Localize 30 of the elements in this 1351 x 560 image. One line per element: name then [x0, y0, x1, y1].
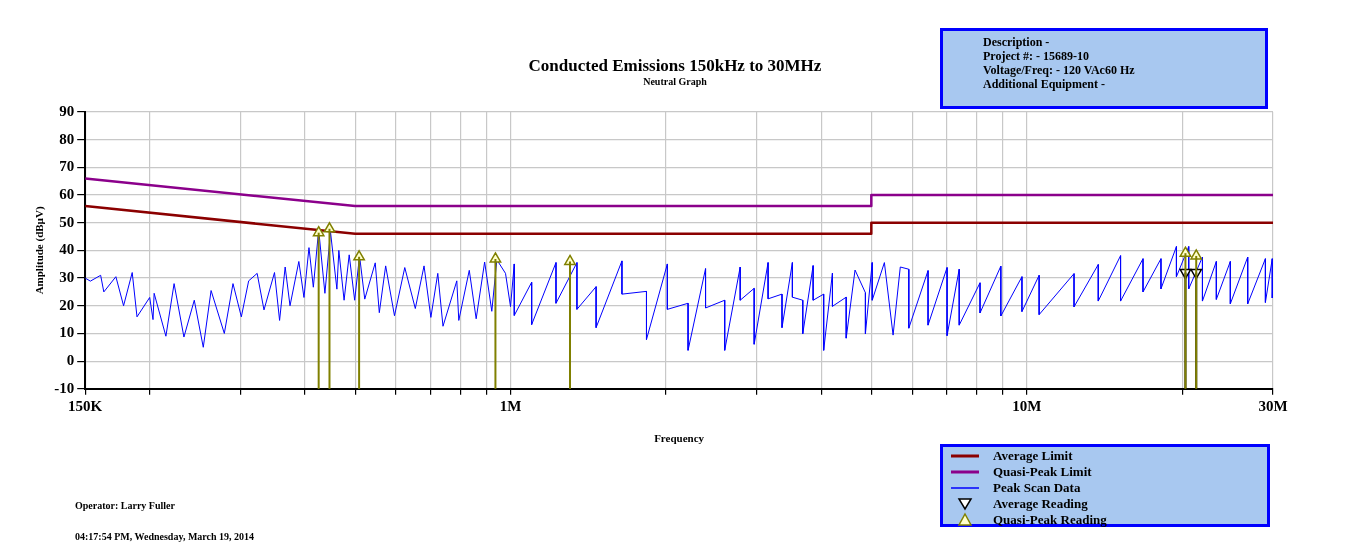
y-tick-label: 20 — [59, 296, 75, 313]
text: Voltage/Freq: - 120 VAc60 Hz — [983, 63, 1136, 77]
y-axis-title: Amplitude (dBµV) — [33, 206, 47, 295]
y-tick-label: 70 — [59, 158, 75, 175]
y-tick-label: 50 — [59, 213, 75, 230]
legend-label: Average Limit — [993, 448, 1073, 464]
y-tick-label: -10 — [54, 379, 75, 396]
legend-label: Average Reading — [993, 496, 1088, 512]
chart-subtitle: Neutral Graph — [643, 76, 707, 87]
y-tick-label: 0 — [66, 351, 75, 368]
y-tick-label: 30 — [59, 268, 75, 285]
legend-label: Quasi-Peak Reading — [993, 512, 1107, 528]
x-tick-label: 1M — [499, 397, 522, 414]
y-tick-label: 40 — [59, 241, 75, 258]
y-tick-label: 10 — [59, 324, 75, 341]
chart-title: Conducted Emissions 150kHz to 30MHz — [528, 56, 822, 75]
text: Project #: - 15689-10 — [983, 49, 1091, 63]
x-axis-title: Frequency — [654, 432, 705, 445]
y-tick-label: 90 — [59, 102, 75, 119]
y-tick-label: 80 — [59, 130, 75, 147]
y-tick-label: 60 — [59, 185, 75, 202]
x-tick-label: 150K — [68, 397, 103, 414]
legend-label: Peak Scan Data — [993, 480, 1081, 496]
x-tick-label: 30M — [1258, 397, 1288, 414]
text: 04:17:54 PM, Wednesday, March 19, 2014 — [75, 531, 255, 542]
text: Additional Equipment - — [983, 77, 1107, 91]
legend-label: Quasi-Peak Limit — [993, 464, 1092, 480]
text: Operator: Larry Fuller — [75, 500, 176, 511]
text: Description - — [983, 35, 1051, 49]
x-tick-label: 10M — [1012, 397, 1042, 414]
